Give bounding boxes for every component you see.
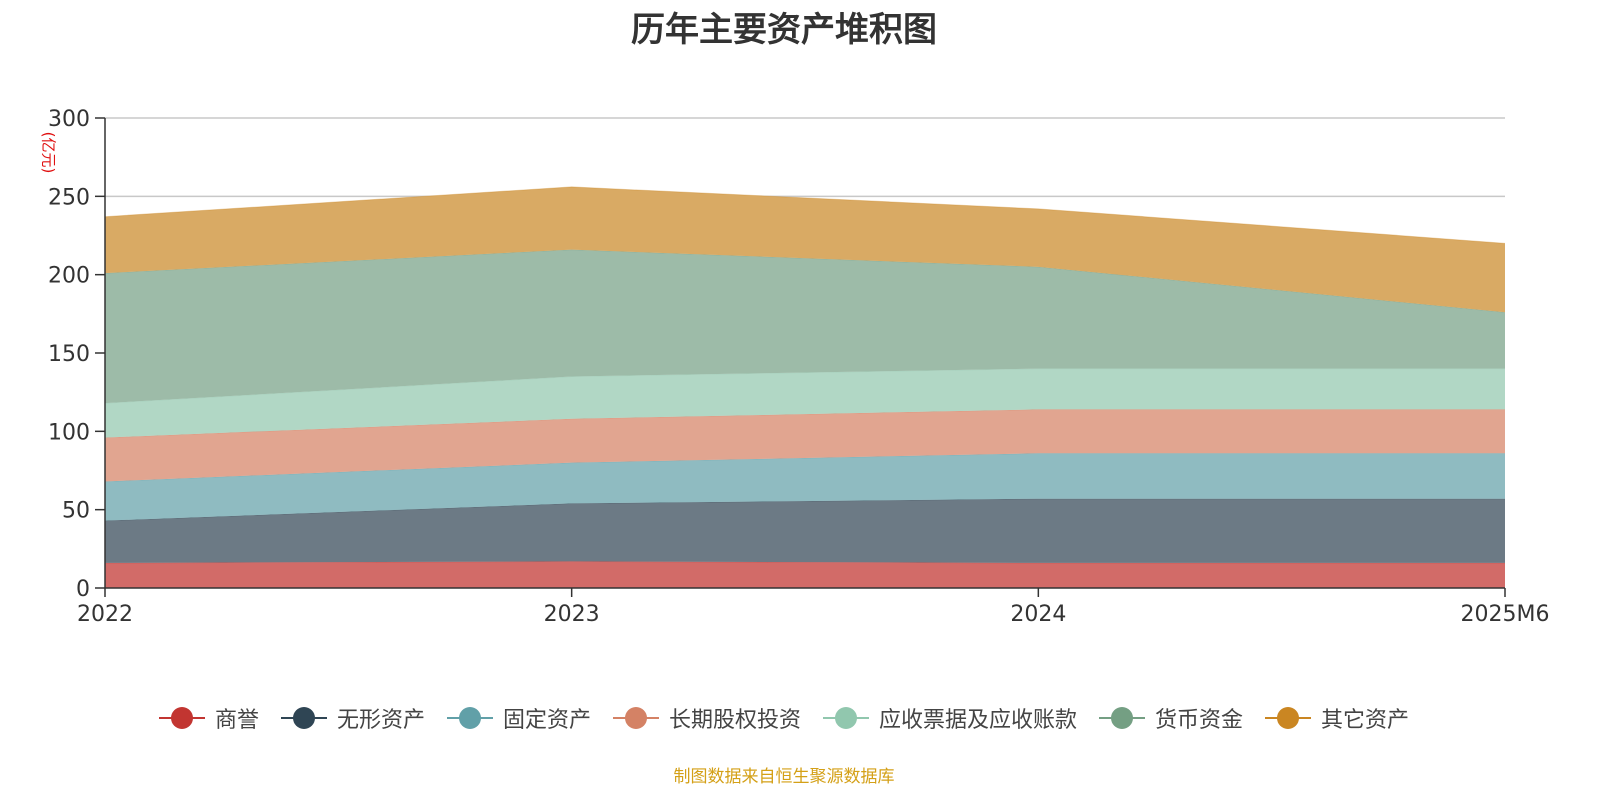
stacked-area-chart: 0 50 100 150 200 250 300 2022 2023 2024 2025M6 [48,107,1549,627]
legend-label: 货币资金 [1155,708,1244,733]
tick-labels: 0 50 100 150 200 250 300 2022 2023 2024 2025M6 [48,107,1549,627]
legend-marker-icon [612,706,659,730]
legend-item[interactable]: 货币资金 [1099,702,1243,734]
legend-marker-icon [1265,706,1312,730]
legend-marker-icon [446,706,493,730]
y-tick-label: 250 [48,185,90,210]
y-tick-label: 50 [62,499,90,524]
legend-label: 应收票据及应收账款 [879,708,1078,733]
x-tick-label: 2023 [544,602,600,627]
y-tick-label: 100 [48,420,90,445]
x-tick-label: 2024 [1010,602,1066,627]
area-series [104,186,1506,588]
legend-item[interactable]: 无形资产 [280,702,425,734]
y-tick-label: 150 [48,342,90,367]
legend-item[interactable]: 应收票据及应收账款 [823,702,1077,734]
legend-marker-icon [823,706,869,730]
legend-marker-icon [158,706,205,730]
area-3 [105,453,1505,521]
source-note: 制图数据来自恒生聚源数据库 [673,767,895,787]
axes [95,117,1506,597]
y-tick-label: 0 [76,577,90,602]
area-7 [105,186,1505,313]
y-tick-label: 200 [48,264,90,289]
area-6 [105,249,1505,404]
legend-label: 商誉 [214,708,259,733]
y-tick-label: 300 [48,107,90,132]
area-5 [105,368,1505,438]
area-2 [105,498,1505,563]
area-4 [105,409,1505,482]
legend-item[interactable]: 其它资产 [1265,702,1409,734]
legend-item[interactable]: 固定资产 [446,702,591,734]
legend-item[interactable]: 长期股权投资 [612,702,801,734]
legend-item[interactable]: 商誉 [158,702,259,734]
legend-label: 固定资产 [502,708,591,733]
chart-title: 历年主要资产堆积图 [631,10,937,50]
x-tick-label: 2022 [77,602,133,627]
legend-label: 其它资产 [1321,708,1410,733]
legend-label: 长期股权投资 [668,708,801,733]
legend-marker-icon [280,706,327,730]
area-edge-3 [104,452,1505,482]
area-1 [105,561,1505,588]
legend-label: 无形资产 [336,708,425,733]
legend: 商誉 无形资产 固定资产 长期股权投资 应收票据及应收账款 货币资金 其它资产 [0,702,1568,734]
area-edge-7 [104,186,1506,244]
legend-marker-icon [1099,706,1146,730]
x-tick-label: 2025M6 [1461,602,1550,627]
